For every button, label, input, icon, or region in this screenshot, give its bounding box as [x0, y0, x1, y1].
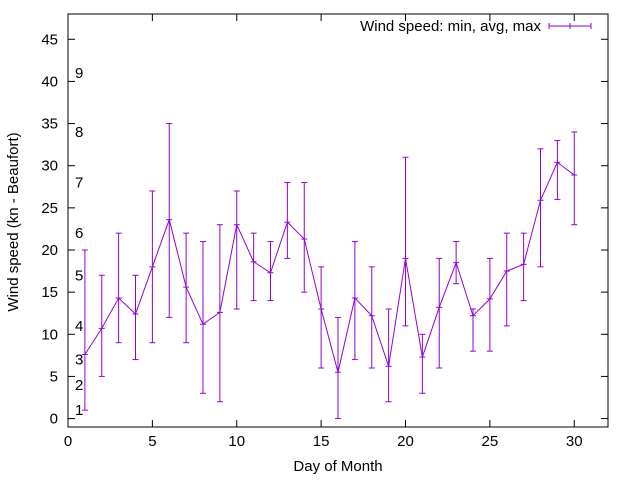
y-tick-label: 20 — [41, 242, 58, 259]
error-bar — [537, 148, 544, 268]
error-bar — [98, 274, 105, 377]
y-axis-title: Wind speed (kn - Beaufort) — [5, 132, 22, 311]
beaufort-label: 6 — [75, 225, 83, 242]
y-tick-label: 25 — [41, 200, 58, 217]
error-bar — [335, 316, 341, 420]
x-tick-label: 5 — [148, 433, 156, 450]
plot-border — [67, 13, 609, 428]
beaufort-label: 5 — [75, 267, 83, 284]
error-bar — [486, 257, 493, 352]
x-tick-label: 10 — [228, 433, 245, 450]
error-bar — [250, 232, 257, 302]
avg-line — [84, 161, 575, 373]
beaufort-label: 3 — [75, 352, 83, 369]
error-bar — [520, 232, 527, 302]
error-bar — [503, 232, 510, 327]
y-tick-label: 10 — [41, 326, 58, 343]
x-tick-label: 20 — [397, 433, 414, 450]
beaufort-label: 9 — [75, 65, 83, 82]
error-bar — [402, 156, 409, 327]
y-tick-label: 45 — [41, 31, 58, 48]
error-bars — [81, 123, 578, 420]
y-tick-label: 40 — [41, 73, 58, 90]
beaufort-scale: 1 2 3 4 5 6 7 8 9 — [75, 65, 83, 419]
y-tick-label: 15 — [41, 284, 58, 301]
legend-label: Wind speed: min, avg, max — [360, 18, 541, 35]
error-bar — [200, 241, 206, 394]
x-tick-label: 15 — [313, 433, 330, 450]
error-bar — [368, 266, 375, 369]
x-axis-title: Day of Month — [293, 458, 382, 475]
beaufort-label: 4 — [75, 318, 83, 335]
avg-line-layer — [84, 161, 575, 373]
x-tick-label: 30 — [566, 433, 583, 450]
y-tick-label: 5 — [50, 368, 58, 385]
y-tick-label: 35 — [41, 116, 58, 133]
beaufort-label: 2 — [75, 377, 83, 394]
beaufort-label: 1 — [75, 402, 83, 419]
x-tick-label: 0 — [64, 433, 72, 450]
error-bar — [301, 182, 308, 293]
error-bar — [233, 190, 240, 310]
error-bar — [284, 182, 291, 259]
beaufort-label: 7 — [75, 175, 83, 192]
error-bar — [554, 139, 561, 200]
legend: Wind speed: min, avg, max — [360, 18, 592, 35]
error-bar — [385, 308, 392, 403]
error-bar — [571, 131, 578, 226]
axes — [67, 13, 609, 428]
y-tick-label: 30 — [41, 158, 58, 175]
error-bar — [216, 224, 223, 403]
error-bar — [132, 274, 139, 361]
beaufort-label: 8 — [75, 124, 83, 141]
error-bar — [115, 232, 122, 344]
y-tick-label: 0 — [50, 411, 58, 428]
x-tick-label: 25 — [482, 433, 499, 450]
